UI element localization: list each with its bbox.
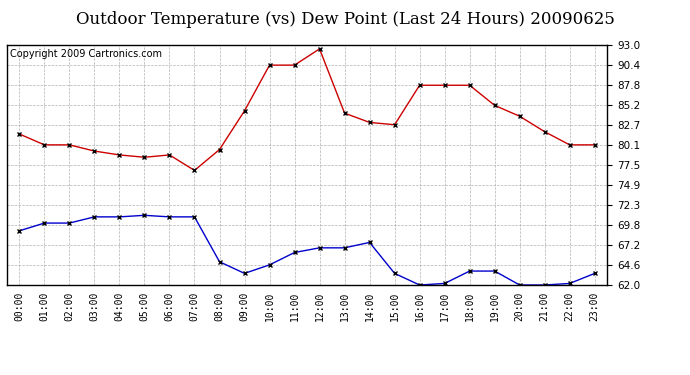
Text: Outdoor Temperature (vs) Dew Point (Last 24 Hours) 20090625: Outdoor Temperature (vs) Dew Point (Last… (76, 11, 614, 28)
Text: Copyright 2009 Cartronics.com: Copyright 2009 Cartronics.com (10, 49, 162, 58)
